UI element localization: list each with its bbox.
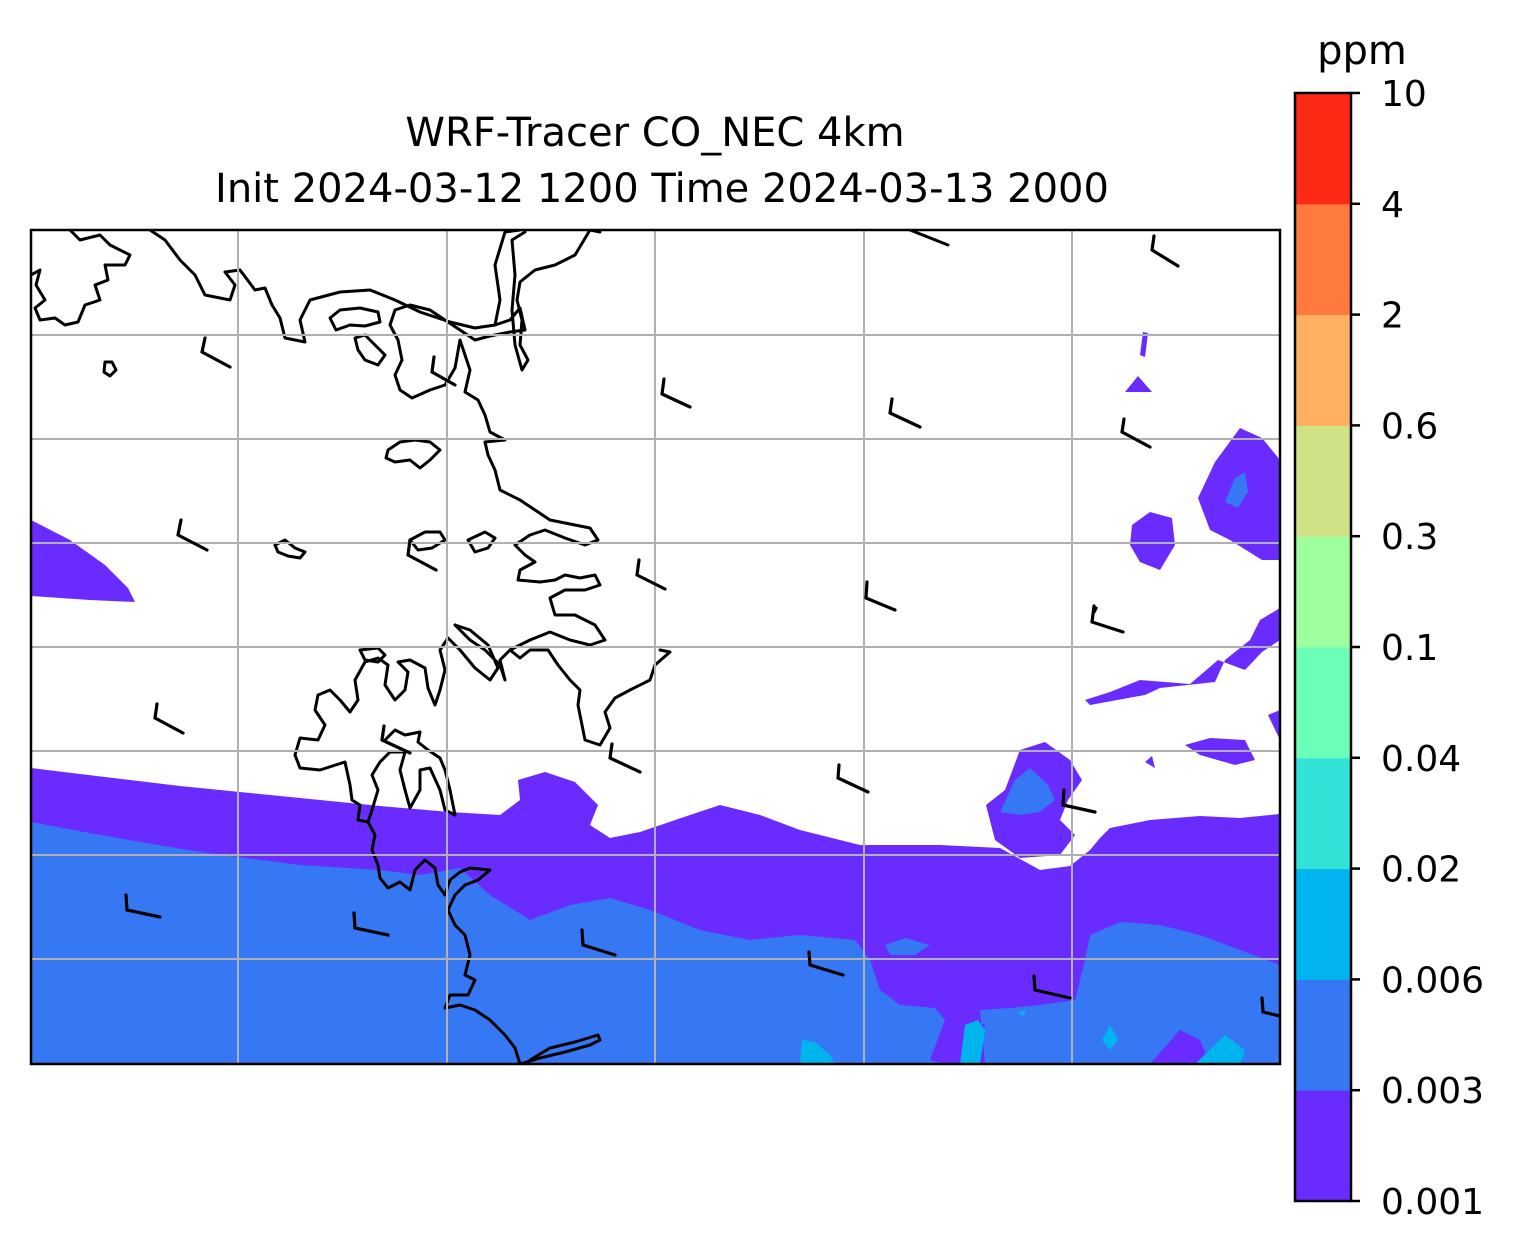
colorbar-band bbox=[1295, 868, 1351, 980]
colorbar-tick-label: 0.1 bbox=[1381, 628, 1438, 669]
colorbar-band bbox=[1295, 647, 1351, 759]
wind-barb bbox=[200, 336, 232, 369]
wind-barb bbox=[380, 724, 412, 755]
gridlines bbox=[31, 230, 1280, 1064]
colorbar-tick-label: 0.3 bbox=[1381, 517, 1438, 558]
wind-barb bbox=[1150, 234, 1180, 268]
colorbar-band bbox=[1295, 203, 1351, 316]
colorbar-unit-label: ppm bbox=[1317, 28, 1407, 74]
coastlines bbox=[31, 230, 950, 1064]
wind-barb bbox=[124, 893, 162, 919]
colorbar: 0.001 0.003 0.006 0.02 0.04 0.1 0.3 0.6 2 4 10 ppm bbox=[1293, 28, 1484, 1223]
wind-barb bbox=[352, 911, 390, 937]
colorbar-tick-label: 0.006 bbox=[1381, 960, 1484, 1001]
colorbar-band bbox=[1295, 314, 1351, 426]
wind-barb bbox=[153, 702, 185, 735]
wind-barbs bbox=[124, 234, 1280, 1018]
wind-barb bbox=[888, 397, 922, 429]
colorbar-band bbox=[1295, 1090, 1351, 1202]
map-subtitle: Init 2024-03-12 1200 Time 2024-03-13 200… bbox=[215, 166, 1109, 212]
wind-barb bbox=[836, 763, 870, 794]
wind-barb bbox=[430, 355, 457, 387]
colorbar-tick-label: 0.003 bbox=[1381, 1071, 1484, 1112]
wind-barb bbox=[1120, 417, 1152, 449]
colorbar-ticks: 0.001 0.003 0.006 0.02 0.04 0.1 0.3 0.6 2 4 10 bbox=[1351, 74, 1484, 1223]
wind-barb bbox=[807, 950, 845, 977]
colorbar-band bbox=[1295, 979, 1351, 1091]
colorbar-tick-label: 10 bbox=[1381, 74, 1427, 115]
map-panel bbox=[31, 230, 1280, 1064]
wind-barb bbox=[1032, 974, 1072, 1000]
wind-barb bbox=[608, 742, 642, 774]
wind-barb bbox=[1090, 604, 1125, 634]
colorbar-tick-label: 0.04 bbox=[1381, 739, 1461, 780]
colorbar-band bbox=[1295, 536, 1351, 648]
wind-barb bbox=[635, 558, 667, 591]
wind-barb bbox=[1260, 996, 1280, 1018]
contour-level-0006 bbox=[800, 1010, 1245, 1064]
wind-barb bbox=[864, 580, 897, 612]
wind-barb bbox=[406, 538, 438, 572]
colorbar-band bbox=[1295, 425, 1351, 537]
colorbar-band bbox=[1295, 93, 1351, 205]
contour-level-0003 bbox=[31, 472, 1280, 1064]
colorbar-band bbox=[1295, 757, 1351, 870]
colorbar-bands bbox=[1295, 93, 1351, 1202]
map-frame bbox=[29, 228, 1282, 1066]
colorbar-tick-label: 4 bbox=[1381, 185, 1404, 226]
colorbar-tick-label: 0.02 bbox=[1381, 850, 1461, 891]
colorbar-tick-label: 0.6 bbox=[1381, 406, 1438, 447]
colorbar-tick-label: 2 bbox=[1381, 296, 1404, 337]
colorbar-tick-label: 0.001 bbox=[1381, 1182, 1484, 1223]
wind-barb bbox=[1061, 788, 1097, 814]
wind-barb bbox=[660, 377, 692, 409]
wind-barb bbox=[176, 518, 209, 552]
wind-barb bbox=[580, 928, 617, 957]
map-title: WRF-Tracer CO_NEC 4km bbox=[405, 110, 904, 156]
